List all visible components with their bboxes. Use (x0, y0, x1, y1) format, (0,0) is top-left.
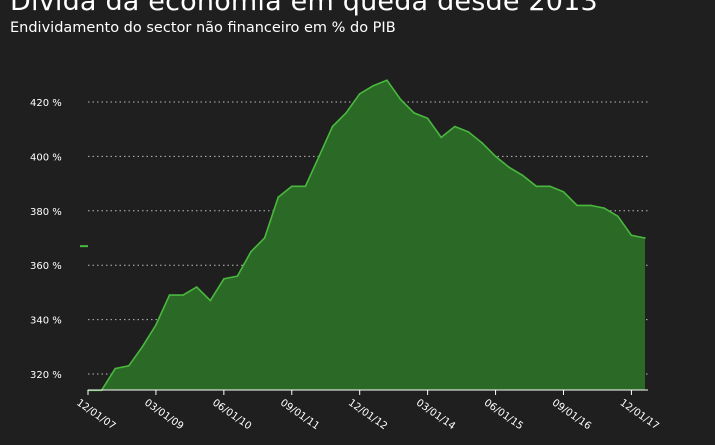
data-point (209, 299, 212, 302)
data-point (562, 191, 565, 193)
data-point (141, 346, 144, 348)
x-tick-label: 03/01/14 (414, 397, 457, 432)
data-point (331, 125, 334, 128)
data-point (521, 174, 524, 177)
data-point (603, 207, 605, 209)
x-tick-label: 09/01/11 (278, 397, 321, 432)
x-axis (87, 389, 648, 395)
x-tick-label: 06/01/10 (210, 397, 253, 432)
data-point (277, 196, 280, 198)
data-point (358, 93, 361, 95)
data-point (345, 112, 347, 114)
data-point (399, 98, 402, 101)
area-fill (88, 80, 645, 391)
data-point (386, 79, 388, 81)
data-point (128, 365, 130, 367)
series-area (87, 79, 646, 392)
y-tick-label: 420 % (30, 98, 62, 109)
data-point (318, 155, 320, 158)
x-axis-labels: 12/01/07 03/01/09 06/01/10 09/01/11 12/01/12… (74, 397, 661, 432)
data-point (630, 234, 633, 237)
data-point (508, 166, 510, 169)
data-point (372, 84, 375, 87)
y-axis-labels: 320 % 340 % 360 % 380 % 400 % 420 % (30, 98, 62, 381)
data-point (440, 136, 443, 139)
data-point (426, 117, 429, 120)
y-tick-label: 400 % (30, 152, 62, 163)
y-tick-label: 380 % (30, 207, 62, 218)
data-point (114, 367, 116, 370)
data-point (236, 275, 239, 277)
chart-subtitle: Endividamento do sector não financeiro e… (10, 20, 396, 36)
data-point (195, 286, 198, 288)
data-point (589, 204, 592, 207)
data-point (182, 294, 184, 296)
chart-title: Dívida da economia em queda desde 2013 (10, 0, 598, 17)
data-point (413, 112, 415, 114)
area-line (88, 79, 646, 392)
data-point (168, 294, 171, 296)
y-tick-label: 320 % (30, 370, 62, 381)
data-point (494, 155, 497, 158)
x-tick-label: 12/01/12 (346, 397, 389, 432)
data-point (644, 237, 646, 239)
x-tick-label: 06/01/15 (482, 397, 525, 432)
x-tick-label: 12/01/17 (618, 397, 661, 432)
data-point (304, 185, 307, 188)
data-point (223, 278, 225, 280)
data-point (263, 237, 266, 239)
data-point (155, 324, 157, 326)
data-point (535, 185, 538, 188)
data-point (576, 204, 578, 207)
data-point (549, 185, 551, 188)
data-point (250, 250, 252, 253)
y-tick-label: 340 % (30, 316, 62, 327)
data-point (617, 215, 619, 217)
x-tick-label: 03/01/09 (142, 397, 185, 432)
data-point (291, 185, 293, 188)
data-point (454, 125, 456, 128)
y-tick-label: 360 % (30, 261, 62, 272)
data-point (467, 131, 470, 133)
x-tick-label: 12/01/07 (74, 397, 117, 432)
x-tick-label: 09/01/16 (550, 397, 593, 432)
data-point (481, 142, 483, 144)
